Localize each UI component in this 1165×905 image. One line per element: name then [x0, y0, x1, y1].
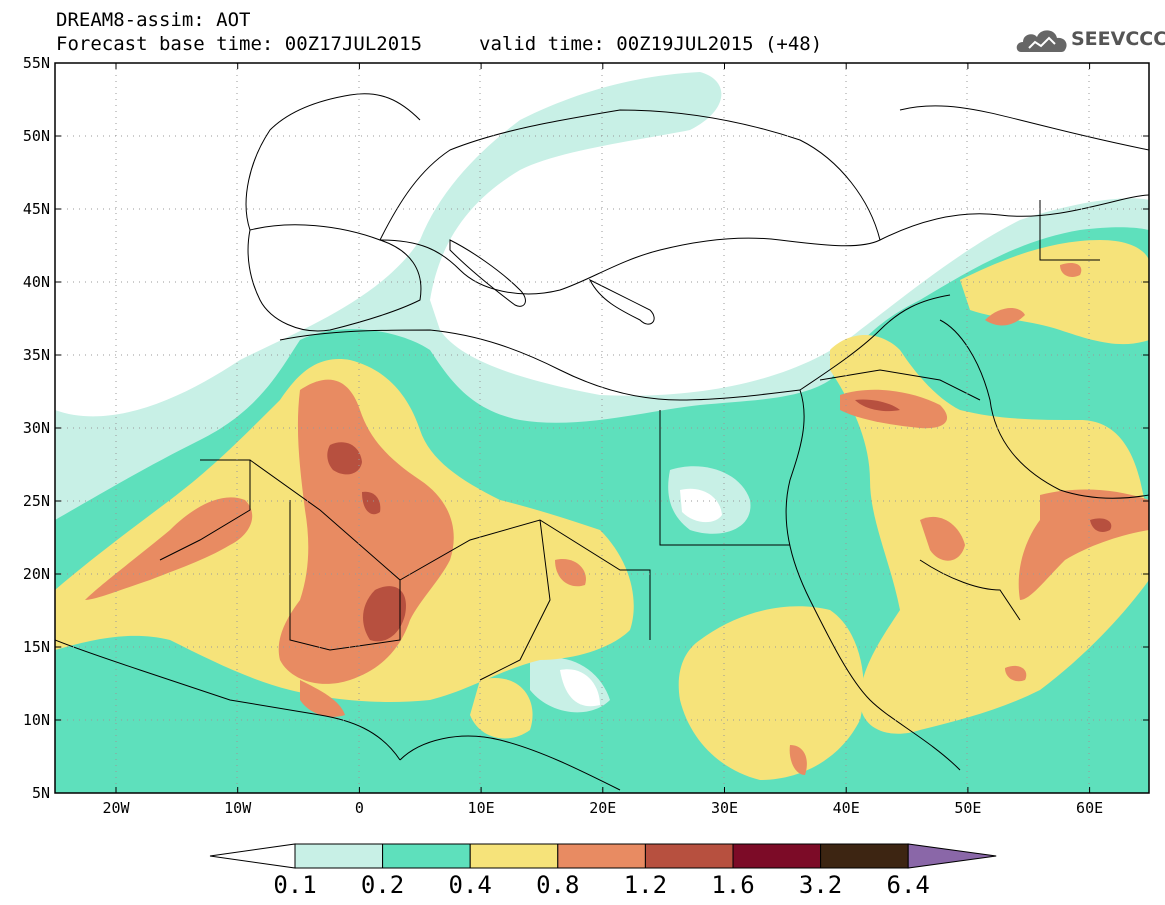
colorbar-label: 0.4 — [449, 871, 492, 899]
colorbar-label: 0.2 — [361, 871, 404, 899]
lat-label: 50N — [23, 127, 50, 145]
lon-label: 0 — [355, 799, 364, 817]
colorbar-label: 6.4 — [887, 871, 930, 899]
colorbar-swatch — [732, 843, 822, 869]
lon-ticks: 20W 10W 0 10E 20E 30E 40E 50E 60E — [102, 63, 1103, 817]
map-title: DREAM8-assim: AOT — [56, 9, 251, 31]
lat-label: 25N — [23, 492, 50, 510]
lat-label: 40N — [23, 273, 50, 291]
lat-label: 5N — [32, 784, 50, 802]
colorbar-low-arrow — [209, 843, 296, 869]
lat-label: 15N — [23, 638, 50, 656]
colorbar-label: 0.8 — [536, 871, 579, 899]
lat-label: 10N — [23, 711, 50, 729]
colorbar-label: 3.2 — [799, 871, 842, 899]
coastlines-and-borders — [55, 93, 1149, 791]
colorbar-swatch — [644, 843, 734, 869]
graticule — [55, 63, 1149, 793]
colorbar-label: 1.2 — [624, 871, 667, 899]
lon-label: 60E — [1076, 799, 1103, 817]
lon-label: 20W — [102, 799, 130, 817]
colorbar-high-arrow — [907, 843, 997, 869]
aot-band-0-8 — [85, 263, 1149, 775]
colorbar-swatch — [382, 843, 471, 869]
lat-label: 45N — [23, 200, 50, 218]
seevccc-logo: SEEVCCC — [1015, 22, 1165, 58]
colorbar-swatch — [820, 843, 909, 869]
logo-text: SEEVCCC — [1071, 28, 1165, 50]
colorbar: 0.1 0.2 0.4 0.8 1.2 1.6 3.2 6.4 — [209, 843, 997, 899]
lon-label: 20E — [589, 799, 616, 817]
lat-ticks: 55N 50N 45N 40N 35N 30N 25N 20N 15N 10N 5N — [23, 54, 1149, 802]
lon-label: 40E — [833, 799, 860, 817]
cloud-icon — [1016, 30, 1067, 52]
base-time: Forecast base time: 00Z17JUL2015 — [56, 33, 423, 55]
colorbar-swatch — [294, 843, 384, 869]
lon-label: 30E — [711, 799, 738, 817]
lon-label: 50E — [954, 799, 981, 817]
lat-label: 20N — [23, 565, 50, 583]
colorbar-swatch — [469, 843, 559, 869]
forecast-times: Forecast base time: 00Z17JUL2015 valid ti… — [56, 33, 822, 55]
colorbar-label: 1.6 — [711, 871, 754, 899]
lat-label: 30N — [23, 419, 50, 437]
lat-label: 35N — [23, 346, 50, 364]
aot-fields — [55, 72, 1149, 793]
lat-label: 55N — [23, 54, 50, 72]
lon-label: 10W — [224, 799, 252, 817]
aot-band-1-2 — [327, 399, 1112, 642]
aot-clear-patches — [560, 488, 722, 707]
lon-label: 10E — [468, 799, 495, 817]
valid-time: valid time: 00Z19JUL2015 (+48) — [479, 33, 823, 55]
colorbar-swatch — [557, 843, 646, 869]
colorbar-label: 0.1 — [273, 871, 316, 899]
